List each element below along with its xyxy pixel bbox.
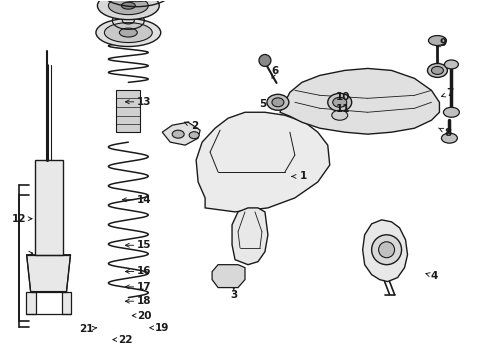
Polygon shape xyxy=(25,292,36,315)
Text: 10: 10 xyxy=(335,92,349,102)
Text: 14: 14 xyxy=(137,195,152,205)
Ellipse shape xyxy=(189,132,199,139)
Polygon shape xyxy=(35,160,62,255)
Text: 12: 12 xyxy=(12,214,26,224)
Polygon shape xyxy=(212,265,244,288)
Text: 16: 16 xyxy=(137,266,151,276)
Polygon shape xyxy=(26,255,70,292)
Ellipse shape xyxy=(121,2,135,9)
Ellipse shape xyxy=(444,60,457,69)
Ellipse shape xyxy=(172,130,184,138)
Ellipse shape xyxy=(443,107,458,117)
Text: 22: 22 xyxy=(118,334,132,345)
Ellipse shape xyxy=(441,133,456,143)
Polygon shape xyxy=(362,220,407,282)
Ellipse shape xyxy=(430,67,443,75)
Text: 18: 18 xyxy=(137,296,151,306)
Polygon shape xyxy=(196,112,329,212)
Ellipse shape xyxy=(108,0,148,15)
Text: 13: 13 xyxy=(137,97,151,107)
Ellipse shape xyxy=(331,110,347,120)
Text: 20: 20 xyxy=(137,311,151,320)
Text: 3: 3 xyxy=(230,291,237,301)
Text: 19: 19 xyxy=(154,323,168,333)
Text: 1: 1 xyxy=(299,171,306,181)
Ellipse shape xyxy=(271,98,284,107)
Ellipse shape xyxy=(371,235,401,265)
Text: 7: 7 xyxy=(446,88,453,98)
Polygon shape xyxy=(116,90,140,132)
Ellipse shape xyxy=(378,242,394,258)
Text: 6: 6 xyxy=(270,66,278,76)
Polygon shape xyxy=(61,292,71,315)
Ellipse shape xyxy=(332,97,346,107)
Text: 15: 15 xyxy=(137,240,151,250)
Text: 17: 17 xyxy=(137,282,152,292)
Ellipse shape xyxy=(259,54,270,67)
Ellipse shape xyxy=(119,28,137,37)
Ellipse shape xyxy=(96,19,161,46)
Ellipse shape xyxy=(97,0,159,20)
Text: 9: 9 xyxy=(439,38,446,48)
Text: 11: 11 xyxy=(335,104,349,114)
Ellipse shape xyxy=(104,23,152,42)
Text: 8: 8 xyxy=(444,128,451,138)
Ellipse shape xyxy=(327,93,351,111)
Ellipse shape xyxy=(427,63,447,77)
Ellipse shape xyxy=(427,36,446,45)
Text: 21: 21 xyxy=(79,324,93,334)
Ellipse shape xyxy=(266,94,288,110)
Polygon shape xyxy=(279,68,439,134)
Text: 4: 4 xyxy=(430,271,437,281)
Polygon shape xyxy=(162,122,200,145)
Text: 2: 2 xyxy=(191,121,198,131)
Polygon shape xyxy=(232,208,267,265)
Text: 5: 5 xyxy=(259,99,266,109)
